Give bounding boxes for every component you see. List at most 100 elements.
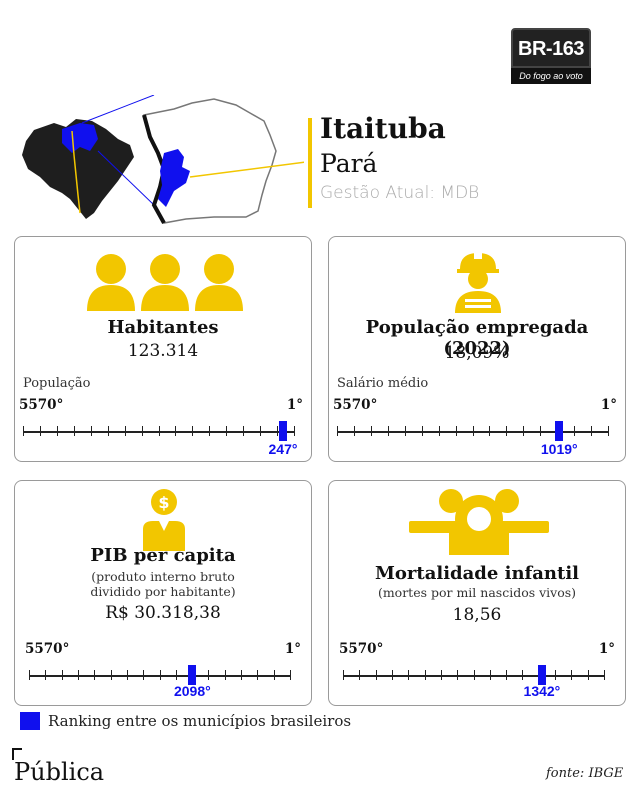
people-icon xyxy=(87,254,243,311)
scale-tick xyxy=(110,670,112,680)
scale-tick xyxy=(408,670,410,680)
scale-tick xyxy=(489,426,491,436)
scale-tick xyxy=(241,670,243,680)
scale-tick xyxy=(375,670,377,680)
scale-tick xyxy=(438,426,440,436)
rank-high-label: 1° xyxy=(598,641,615,657)
rank-value: 2098° xyxy=(173,683,211,699)
card-habitantes: Habitantes 123.314 População 5570° 1° 24… xyxy=(14,236,312,462)
publica-logo: Pública xyxy=(14,758,105,786)
card-title: Mortalidade infantil xyxy=(374,563,580,584)
rank-high-label: 1° xyxy=(284,641,301,657)
money-person-icon: $ xyxy=(143,489,185,551)
source-note: fonte: IBGE xyxy=(546,766,624,781)
brand-mark xyxy=(12,748,22,760)
scale-tick xyxy=(353,426,355,436)
scale-tick xyxy=(73,426,75,436)
rank-marker xyxy=(278,421,287,441)
scale-tick xyxy=(473,670,475,680)
scale-tick xyxy=(159,670,161,680)
scale-tick xyxy=(175,426,177,436)
scale-tick xyxy=(587,670,589,680)
legend-swatch xyxy=(20,712,40,730)
scale-tick xyxy=(391,670,393,680)
br163-route-line xyxy=(71,130,81,214)
card-title: PIB per capita xyxy=(90,545,236,566)
scale-tick xyxy=(540,426,542,436)
br163-logo: BR-163 Do fogo ao voto xyxy=(511,28,591,84)
scale-tick xyxy=(455,426,457,436)
scale-tick xyxy=(555,670,557,680)
scale-tick xyxy=(359,670,361,680)
card-populacao-empregada: População empregada (2022) 18,09% Salári… xyxy=(328,236,626,462)
card-subtitle: (produto interno bruto dividido por habi… xyxy=(90,569,236,599)
scale-tick xyxy=(257,670,259,680)
scale-tick xyxy=(94,670,96,680)
scale-tick xyxy=(472,426,474,436)
card-value: 123.314 xyxy=(127,341,199,361)
logo-title: BR-163 xyxy=(511,28,591,68)
scale-tick xyxy=(591,426,593,436)
rank-value: 1019° xyxy=(540,441,578,457)
rank-marker xyxy=(188,665,197,685)
scale-tick xyxy=(90,426,92,436)
scale-tick xyxy=(608,426,609,436)
scale-tick xyxy=(208,670,210,680)
rank-low-label: 5570° xyxy=(19,397,64,413)
scale-tick xyxy=(522,670,524,680)
scale-tick xyxy=(424,670,426,680)
scale-tick xyxy=(209,426,211,436)
scale-tick xyxy=(506,426,508,436)
scale-tick xyxy=(489,670,491,680)
scale-tick xyxy=(126,670,128,680)
worker-icon xyxy=(455,251,501,313)
scale-tick xyxy=(260,426,262,436)
scale-tick xyxy=(45,670,47,680)
scale-tick xyxy=(294,426,295,436)
scale-tick xyxy=(23,426,24,436)
scale-tick xyxy=(143,670,145,680)
card-mortalidade-infantil: Mortalidade infantil (mortes por mil nas… xyxy=(328,480,626,706)
rank-marker xyxy=(537,665,546,685)
baby-icon xyxy=(409,489,549,555)
scale-tick xyxy=(243,426,245,436)
municipality-name: Itaituba xyxy=(320,112,446,145)
card-value: R$ 30.318,38 xyxy=(105,603,221,623)
scale-tick xyxy=(404,426,406,436)
scale-tick xyxy=(343,670,344,680)
itaituba-region xyxy=(158,149,190,207)
scale-tick xyxy=(574,426,576,436)
scale-tick xyxy=(506,670,508,680)
rank-value: 247° xyxy=(268,441,298,457)
title-accent-bar xyxy=(308,118,312,208)
scale-tick xyxy=(277,426,279,436)
card-pib-per-capita: $ PIB per capita (produto interno bruto … xyxy=(14,480,312,706)
scale-tick xyxy=(273,670,275,680)
rank-scale xyxy=(343,665,605,685)
scale-tick xyxy=(440,670,442,680)
gestao-atual: Gestão Atual: MDB xyxy=(320,183,480,203)
rank-high-label: 1° xyxy=(600,397,617,413)
scale-tick xyxy=(56,426,58,436)
card-title: Habitantes xyxy=(107,317,219,338)
scale-tick xyxy=(457,670,459,680)
scale-tick xyxy=(387,426,389,436)
card-value: 18,56 xyxy=(452,605,502,625)
scale-tick xyxy=(124,426,126,436)
brazil-map xyxy=(22,119,134,219)
rank-value: 1342° xyxy=(523,683,561,699)
svg-text:$: $ xyxy=(158,493,169,512)
scale-tick xyxy=(337,426,338,436)
scale-tick xyxy=(77,670,79,680)
scale-tick xyxy=(192,426,194,436)
metric-label: Salário médio xyxy=(337,376,429,391)
scale-tick xyxy=(421,426,423,436)
rank-marker xyxy=(555,421,564,441)
card-value: 18,09% xyxy=(444,343,510,363)
rank-low-label: 5570° xyxy=(25,641,70,657)
scale-tick xyxy=(571,670,573,680)
metric-label: População xyxy=(23,376,91,391)
scale-tick xyxy=(61,670,63,680)
rank-high-label: 1° xyxy=(286,397,303,413)
scale-tick xyxy=(175,670,177,680)
